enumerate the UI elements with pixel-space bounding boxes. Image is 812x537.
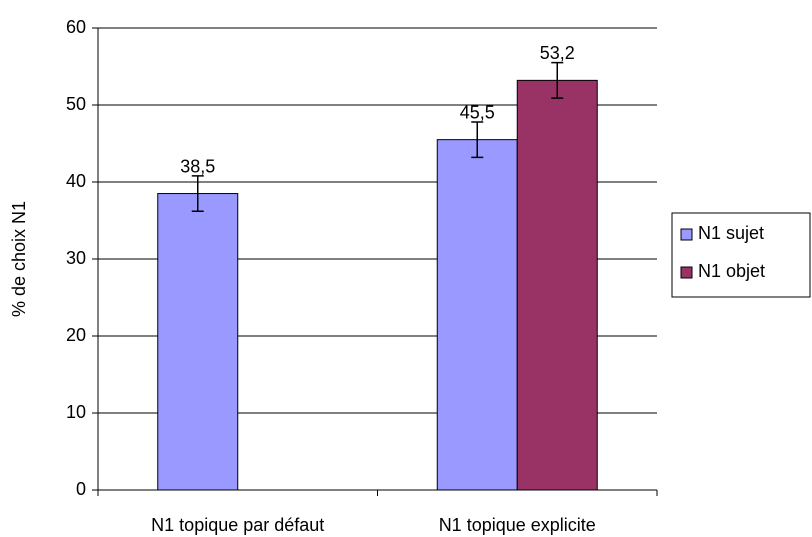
error-bar [471, 121, 484, 159]
x-tick-label: N1 topique par défaut [151, 515, 324, 535]
bar [436, 139, 518, 491]
data-label: 38,5 [180, 156, 215, 176]
y-tick-label: 40 [66, 171, 86, 191]
y-tick-label: 50 [66, 94, 86, 114]
legend-swatch [680, 266, 693, 279]
y-tick-label: 0 [76, 479, 86, 499]
data-label: 53,2 [540, 43, 575, 63]
y-axis-label: % de choix N1 [9, 201, 29, 317]
error-bar [191, 175, 204, 213]
legend-label: N1 sujet [698, 223, 764, 243]
legend-label: N1 objet [698, 261, 765, 281]
y-tick-label: 10 [66, 402, 86, 422]
legend-swatch [680, 228, 693, 241]
data-label: 45,5 [460, 102, 495, 122]
bar [157, 193, 239, 491]
y-tick-label: 20 [66, 325, 86, 345]
legend-box [671, 212, 811, 298]
bar [516, 79, 598, 491]
y-tick-label: 60 [66, 17, 86, 37]
error-bar [551, 61, 564, 99]
x-tick-label: N1 topique explicite [439, 515, 596, 535]
y-tick-label: 30 [66, 248, 86, 268]
